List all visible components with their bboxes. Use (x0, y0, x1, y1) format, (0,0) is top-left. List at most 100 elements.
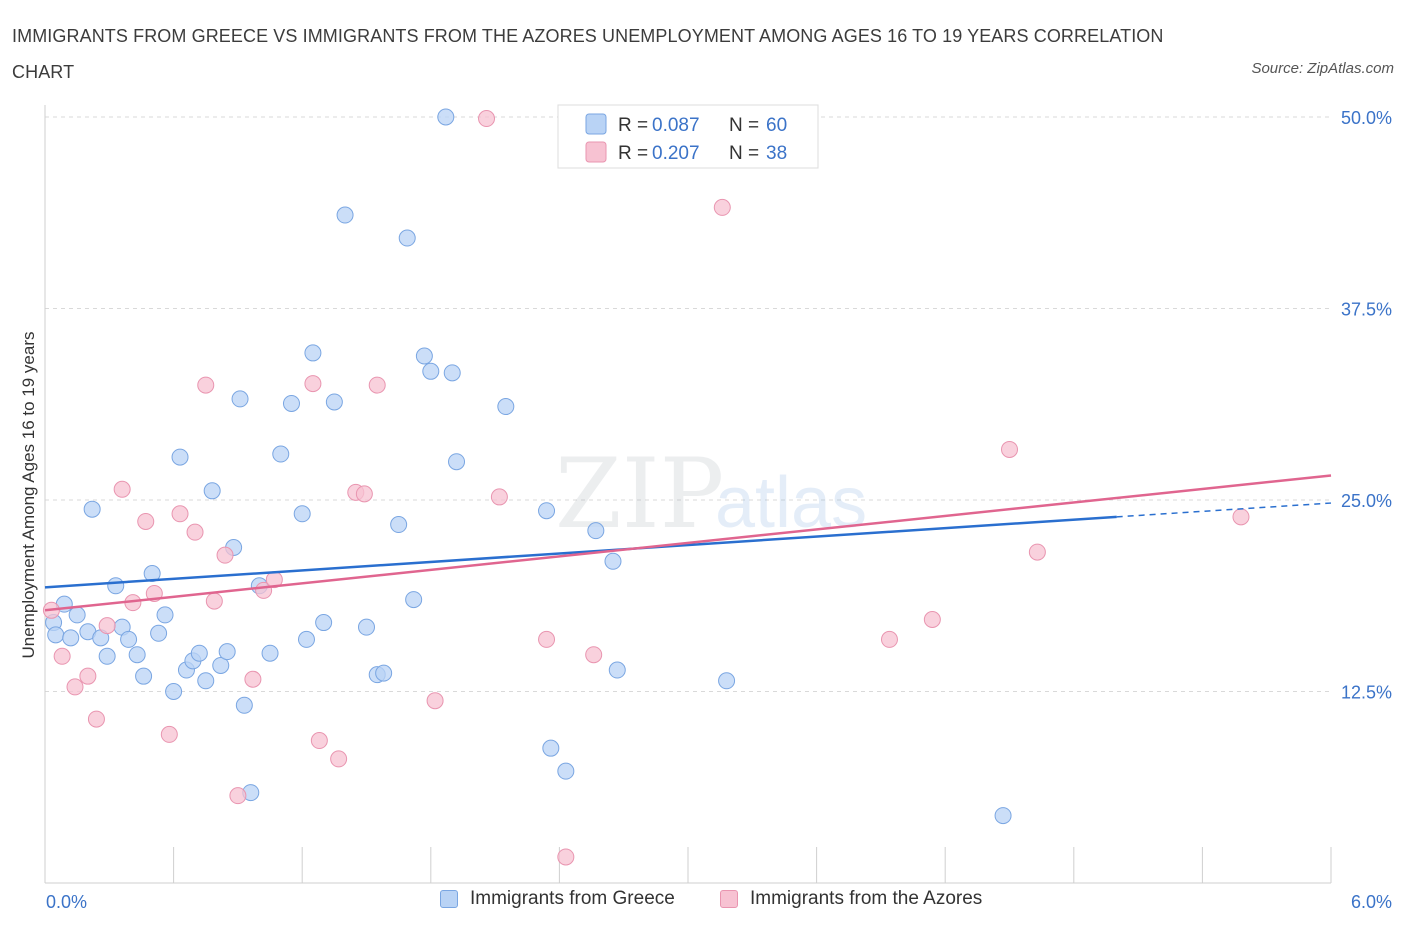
azores-point (205, 592, 223, 610)
greece-point (422, 362, 440, 380)
greece-point (390, 516, 408, 534)
azores-point (171, 505, 189, 523)
y-axis-label: Unemployment Among Ages 16 to 19 years (19, 332, 38, 659)
stats-n-value-azores: 38 (766, 143, 787, 164)
stats-r-value-azores: 0.207 (652, 143, 700, 164)
greece-point (156, 606, 174, 624)
greece-point (261, 644, 279, 662)
greece-point (68, 606, 86, 624)
azores-point (186, 523, 204, 541)
legend-swatch-azores (720, 890, 738, 908)
greece-point (135, 667, 153, 685)
greece-point (107, 577, 125, 595)
greece-point (98, 647, 116, 665)
legend-item-greece[interactable]: Immigrants from Greece (440, 888, 675, 910)
trend-layer (44, 474, 1332, 612)
greece-point (325, 393, 343, 411)
azores-point (310, 732, 328, 750)
greece-point (203, 482, 221, 500)
greece-point (557, 762, 575, 780)
chart-title: IMMIGRANTS FROM GREECE VS IMMIGRANTS FRO… (12, 26, 1164, 82)
stats-r-value-greece: 0.087 (652, 115, 700, 136)
axis-layer: 12.5% 25.0% 37.5% 50.0% 0.0% 6.0% (44, 105, 1392, 912)
azores-point (79, 667, 97, 685)
watermark-zip: ZIP (555, 438, 724, 550)
greece-point (448, 453, 466, 471)
azores-point (66, 678, 84, 696)
stats-legend-swatch-greece (585, 113, 607, 135)
greece-trend-extension (1116, 502, 1332, 518)
azores-point (923, 610, 941, 628)
greece-point (190, 644, 208, 662)
azores-point (229, 787, 247, 805)
azores-point (490, 488, 508, 506)
greece-point (336, 206, 354, 224)
azores-point (304, 375, 322, 393)
azores-point (713, 198, 731, 216)
greece-point (538, 502, 556, 520)
stats-r-label-greece: R = (618, 115, 648, 136)
greece-point (358, 618, 375, 636)
legend-label-azores: Immigrants from the Azores (750, 888, 983, 909)
stats-legend: R = 0.087 N = 60 R = 0.207 N = 38 (557, 104, 819, 169)
greece-point (608, 661, 626, 679)
greece-point (293, 505, 311, 523)
points-layer (42, 108, 1250, 866)
greece-point (604, 552, 622, 570)
azores-point (1028, 543, 1046, 561)
greece-point (415, 347, 433, 365)
greece-point (994, 807, 1012, 825)
greece-point (83, 500, 101, 518)
azores-point (426, 692, 444, 710)
stats-n-value-greece: 60 (766, 115, 787, 136)
y-tick-label: 25.0% (1341, 491, 1392, 511)
azores-point (880, 630, 898, 648)
greece-point (150, 624, 168, 642)
watermark: ZIP atlas (555, 438, 867, 550)
y-tick-label: 12.5% (1341, 683, 1392, 703)
azores-point (113, 480, 131, 498)
y-tick-label: 37.5% (1341, 300, 1392, 320)
x-tick-label: 0.0% (46, 892, 87, 912)
greece-point (171, 448, 189, 466)
greece-point (231, 390, 249, 408)
azores-point (53, 647, 71, 665)
greece-point (542, 739, 560, 757)
greece-point (197, 672, 215, 690)
azores-point (1001, 440, 1018, 458)
stats-legend-swatch-azores (585, 141, 607, 163)
azores-point (478, 110, 496, 128)
greece-point (128, 646, 146, 664)
greece-point (315, 614, 333, 632)
greece-point (272, 445, 290, 463)
azores-point (557, 848, 575, 866)
azores-point (137, 512, 155, 530)
azores-point (330, 750, 348, 768)
greece-point (297, 630, 315, 648)
stats-n-label-greece: N = (729, 115, 759, 136)
greece-point (218, 643, 236, 661)
greece-point (212, 656, 230, 674)
y-tick-label: 50.0% (1341, 108, 1392, 128)
greece-point (443, 364, 461, 382)
greece-point (165, 683, 183, 700)
greece-point (437, 108, 455, 126)
legend-label-greece: Immigrants from Greece (470, 888, 675, 909)
greece-point (120, 630, 138, 648)
greece-trend-line (44, 515, 1117, 589)
azores-point (368, 376, 386, 394)
greece-point (497, 398, 515, 416)
azores-point (244, 670, 262, 688)
stats-r-label-azores: R = (618, 143, 648, 164)
greece-point (235, 696, 253, 714)
azores-point (87, 710, 105, 728)
azores-point (355, 485, 373, 503)
greece-point (405, 591, 423, 609)
azores-point (1232, 508, 1250, 526)
legend-item-azores[interactable]: Immigrants from the Azores (720, 888, 982, 910)
greece-point (587, 522, 605, 540)
azores-point (585, 646, 603, 664)
azores-point (197, 376, 215, 394)
azores-point (216, 546, 234, 564)
